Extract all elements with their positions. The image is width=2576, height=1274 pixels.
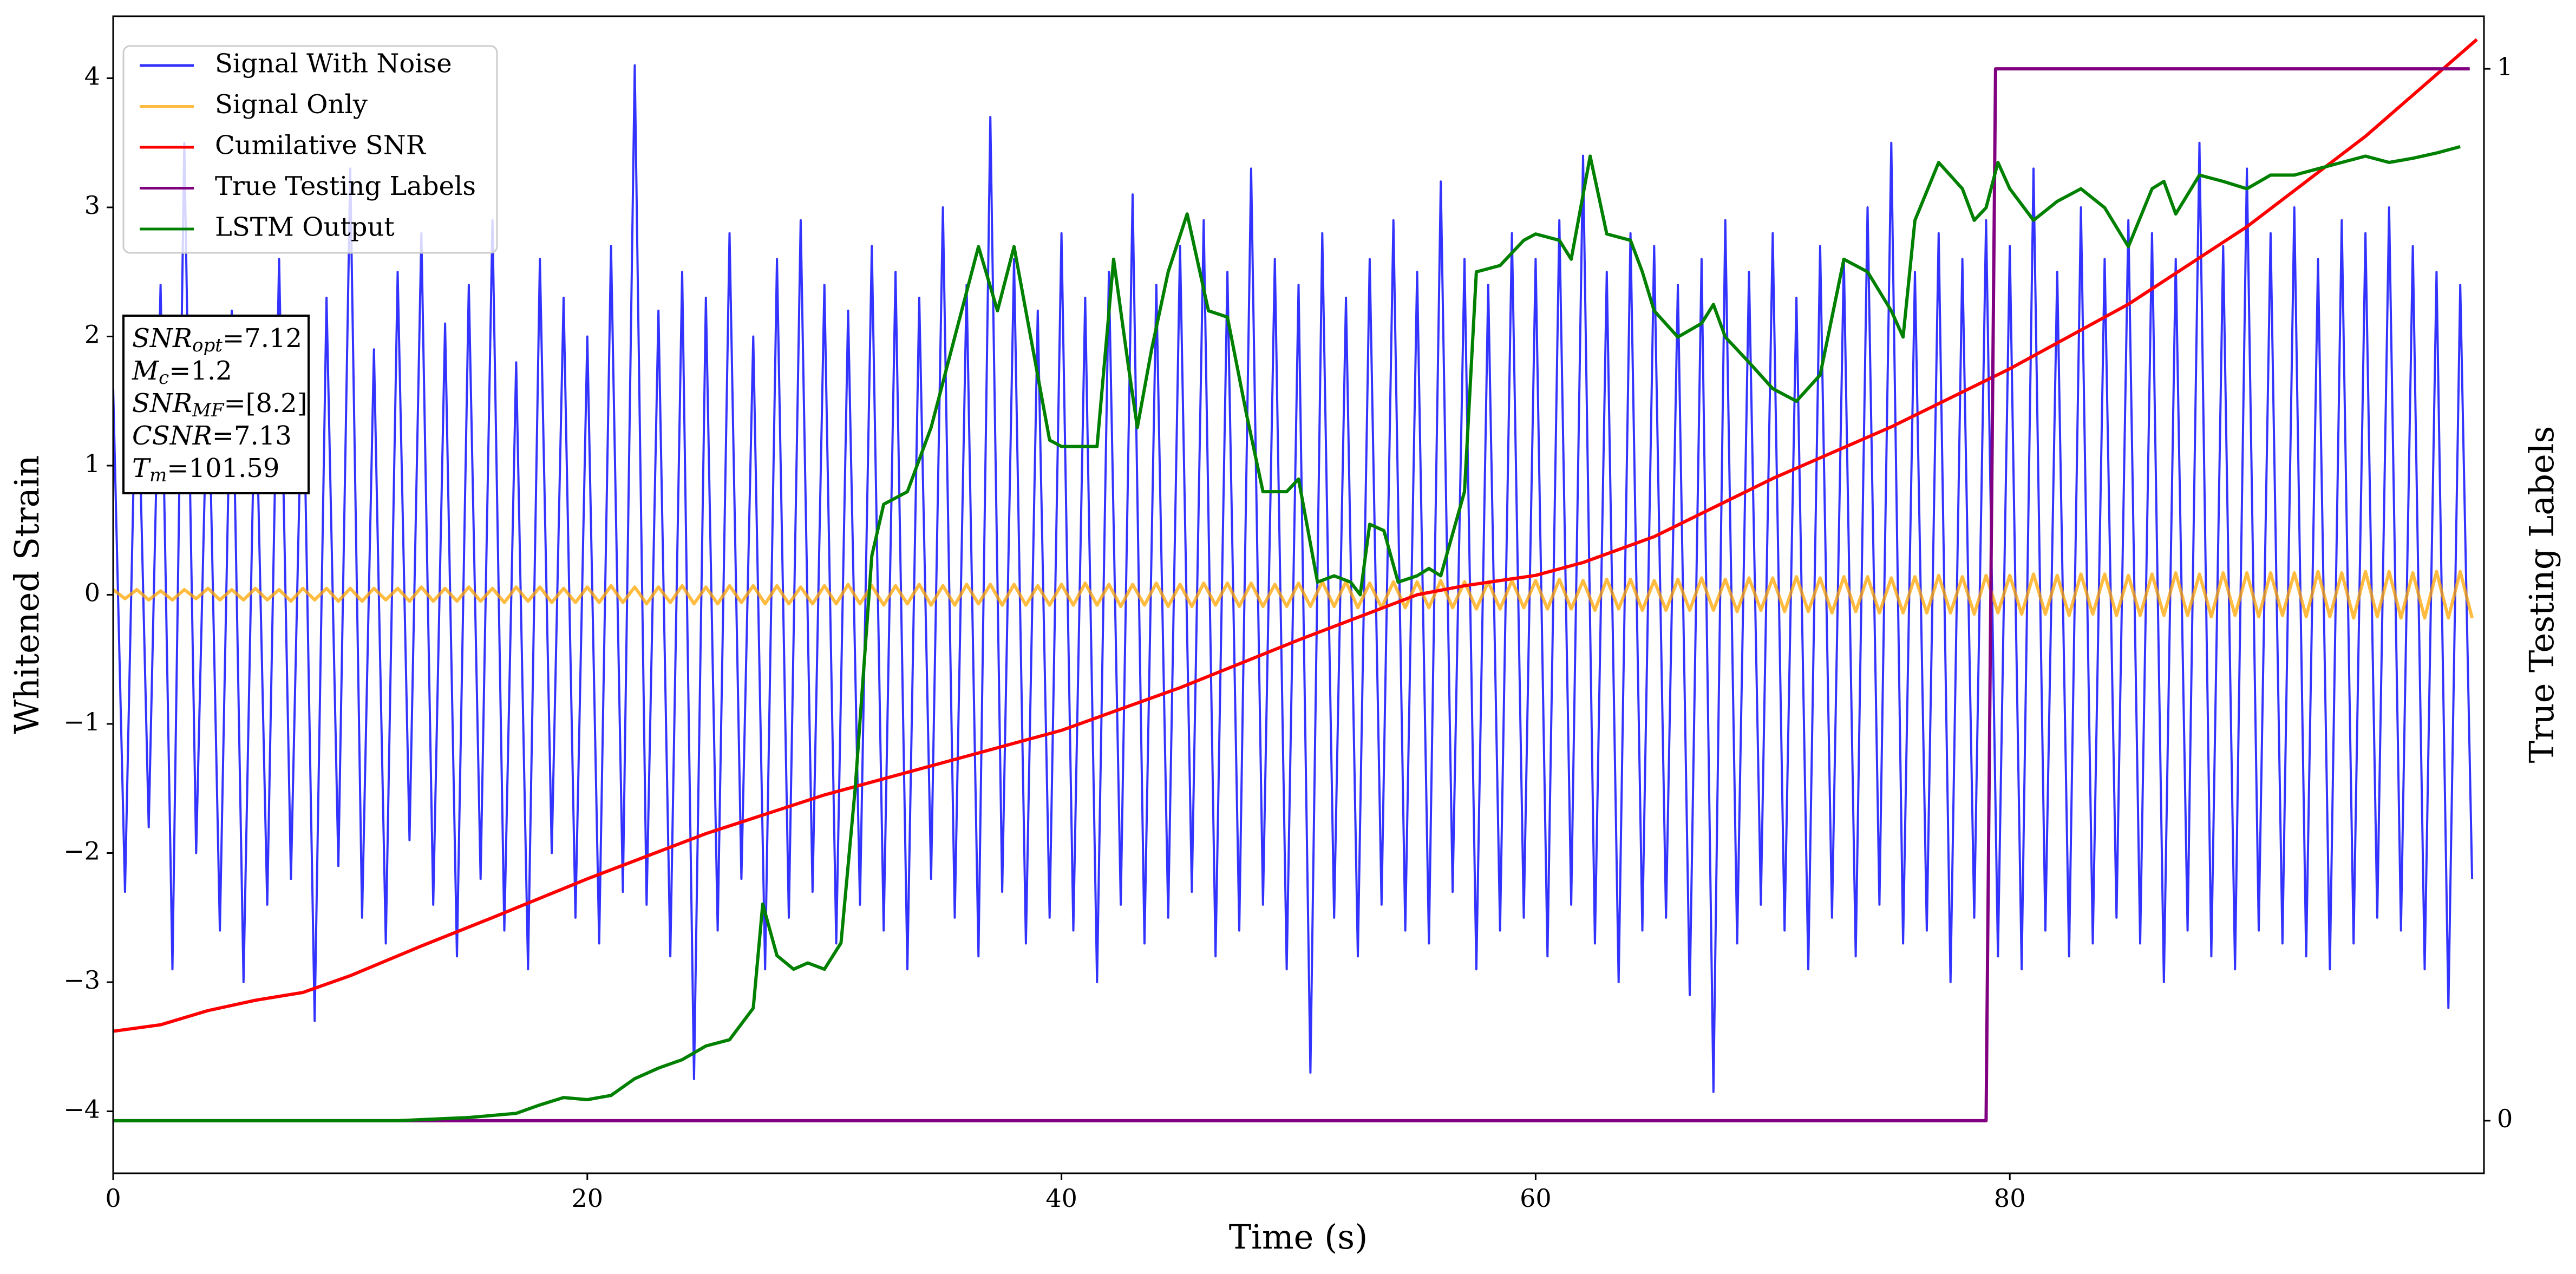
annotation-text: =[8.2]	[224, 388, 307, 419]
annotation-subscript: opt	[192, 335, 223, 356]
x-tick-label: 0	[105, 1184, 121, 1213]
annotation-symbol: M	[132, 356, 160, 386]
y2-tick-label: 0	[2497, 1104, 2513, 1133]
plot-area	[113, 38, 2478, 1122]
annotation-subscript: m	[149, 465, 167, 486]
y-tick-label: 3	[84, 191, 100, 220]
x-tick-label: 40	[1045, 1184, 1077, 1213]
series-line	[113, 570, 2474, 620]
y-tick-label: −4	[63, 1095, 100, 1124]
y-tick-label: 4	[84, 61, 100, 90]
series-line	[113, 145, 2461, 1122]
annotation-text: =7.13	[212, 421, 292, 451]
annotation-subscript: MF	[192, 400, 225, 421]
annotation-text: =7.12	[223, 323, 302, 354]
y-tick-label: −3	[63, 965, 100, 995]
annotation-text: =101.59	[167, 453, 279, 484]
legend-label: True Testing Labels	[215, 171, 476, 201]
y-tick-label: 2	[84, 319, 100, 349]
annotation-line: Tm=101.59	[132, 453, 279, 487]
y-tick-label: 1	[84, 449, 100, 478]
x-axis-label: Time (s)	[1229, 1217, 1368, 1257]
series-line	[113, 67, 2470, 1122]
y-tick-label: −2	[63, 837, 100, 866]
x-tick-label: 80	[1994, 1184, 2026, 1213]
legend-label: Cumilative SNR	[215, 130, 427, 161]
legend-label: Signal Only	[215, 89, 368, 120]
y-tick-label: −1	[63, 707, 100, 736]
legend-label: Signal With Noise	[215, 49, 452, 79]
annotation-symbol: T	[132, 453, 151, 484]
y2-axis-label: True Testing Labels	[2522, 426, 2561, 763]
legend-label: LSTM Output	[215, 212, 395, 243]
annotation-line: Mc=1.2	[132, 356, 232, 389]
series-line	[113, 38, 2478, 1033]
annotation-symbol: SNR	[132, 323, 192, 354]
x-tick-label: 60	[1520, 1184, 1552, 1213]
annotation-symbol: CSNR	[132, 421, 212, 451]
legend-frame	[122, 45, 498, 254]
annotation-line: CSNR=7.13	[132, 421, 292, 451]
x-tick-label: 20	[572, 1184, 604, 1213]
annotation-subscript: c	[159, 367, 169, 389]
annotation-line: SNRMF=[8.2]	[132, 388, 307, 422]
y-axis-label: Whitened Strain	[7, 455, 47, 734]
annotation-line: SNRopt=7.12	[132, 323, 302, 357]
y-tick-label: 0	[84, 578, 100, 607]
y2-tick-label: 1	[2497, 52, 2513, 81]
annotation-symbol: SNR	[132, 388, 192, 419]
annotation-box	[122, 315, 310, 494]
annotation-text: =1.2	[169, 356, 232, 386]
